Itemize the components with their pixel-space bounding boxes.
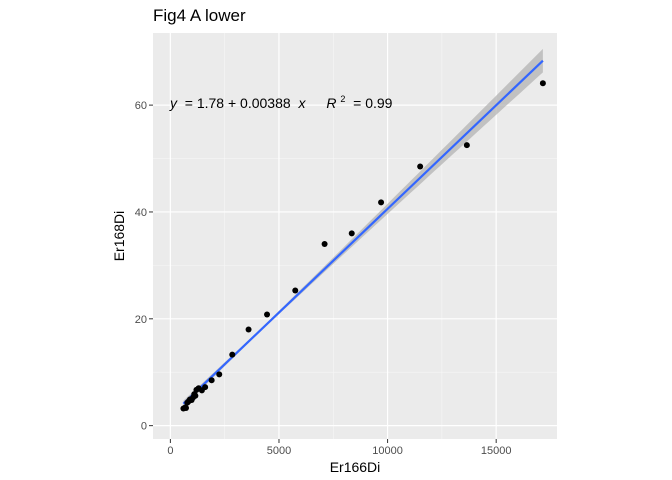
plot-panel [153, 33, 557, 439]
y-tick-label: 60 [135, 100, 147, 112]
data-point [216, 371, 223, 378]
eq-r2-exponent: 2 [340, 94, 345, 104]
chart-title: Fig4 A lower [153, 6, 246, 25]
regression-equation: y = 1.78 + 0.00388 x R 2 = 0.99 [169, 89, 393, 111]
y-tick-label: 20 [135, 314, 147, 326]
x-tick-label: 0 [167, 445, 173, 457]
eq-r2-value: = 0.99 [349, 95, 392, 111]
y-tick-label: 0 [141, 421, 147, 433]
data-point [539, 80, 546, 87]
x-axis-title: Er166Di [330, 459, 381, 475]
eq-mid: = 1.78 + 0.00388 [181, 95, 295, 111]
x-tick-label: 15000 [481, 445, 512, 457]
fit-line-layer [182, 59, 544, 405]
y-axis: 0 20 40 60 [135, 100, 153, 433]
data-point [321, 241, 328, 248]
data-point [183, 405, 190, 412]
data-point [202, 384, 209, 391]
x-tick-label: 5000 [267, 445, 291, 457]
data-points [180, 80, 546, 412]
x-axis: 0 5000 10000 15000 [167, 439, 511, 457]
eq-x-variable: x [297, 95, 306, 111]
eq-lhs: y [169, 95, 178, 111]
data-point [292, 287, 299, 294]
y-tick-label: 40 [135, 207, 147, 219]
x-tick-label: 10000 [372, 445, 403, 457]
data-point [348, 230, 355, 237]
y-axis-title: Er168Di [111, 211, 127, 262]
data-point [245, 326, 252, 333]
eq-r2-base: R [326, 95, 336, 111]
data-point [208, 377, 215, 384]
data-point [192, 392, 199, 399]
data-point [378, 199, 385, 206]
data-point [264, 311, 271, 318]
data-point [463, 142, 470, 149]
regression-line [182, 59, 544, 405]
data-point [229, 351, 236, 358]
major-gridlines [153, 33, 557, 439]
data-point [417, 163, 424, 170]
